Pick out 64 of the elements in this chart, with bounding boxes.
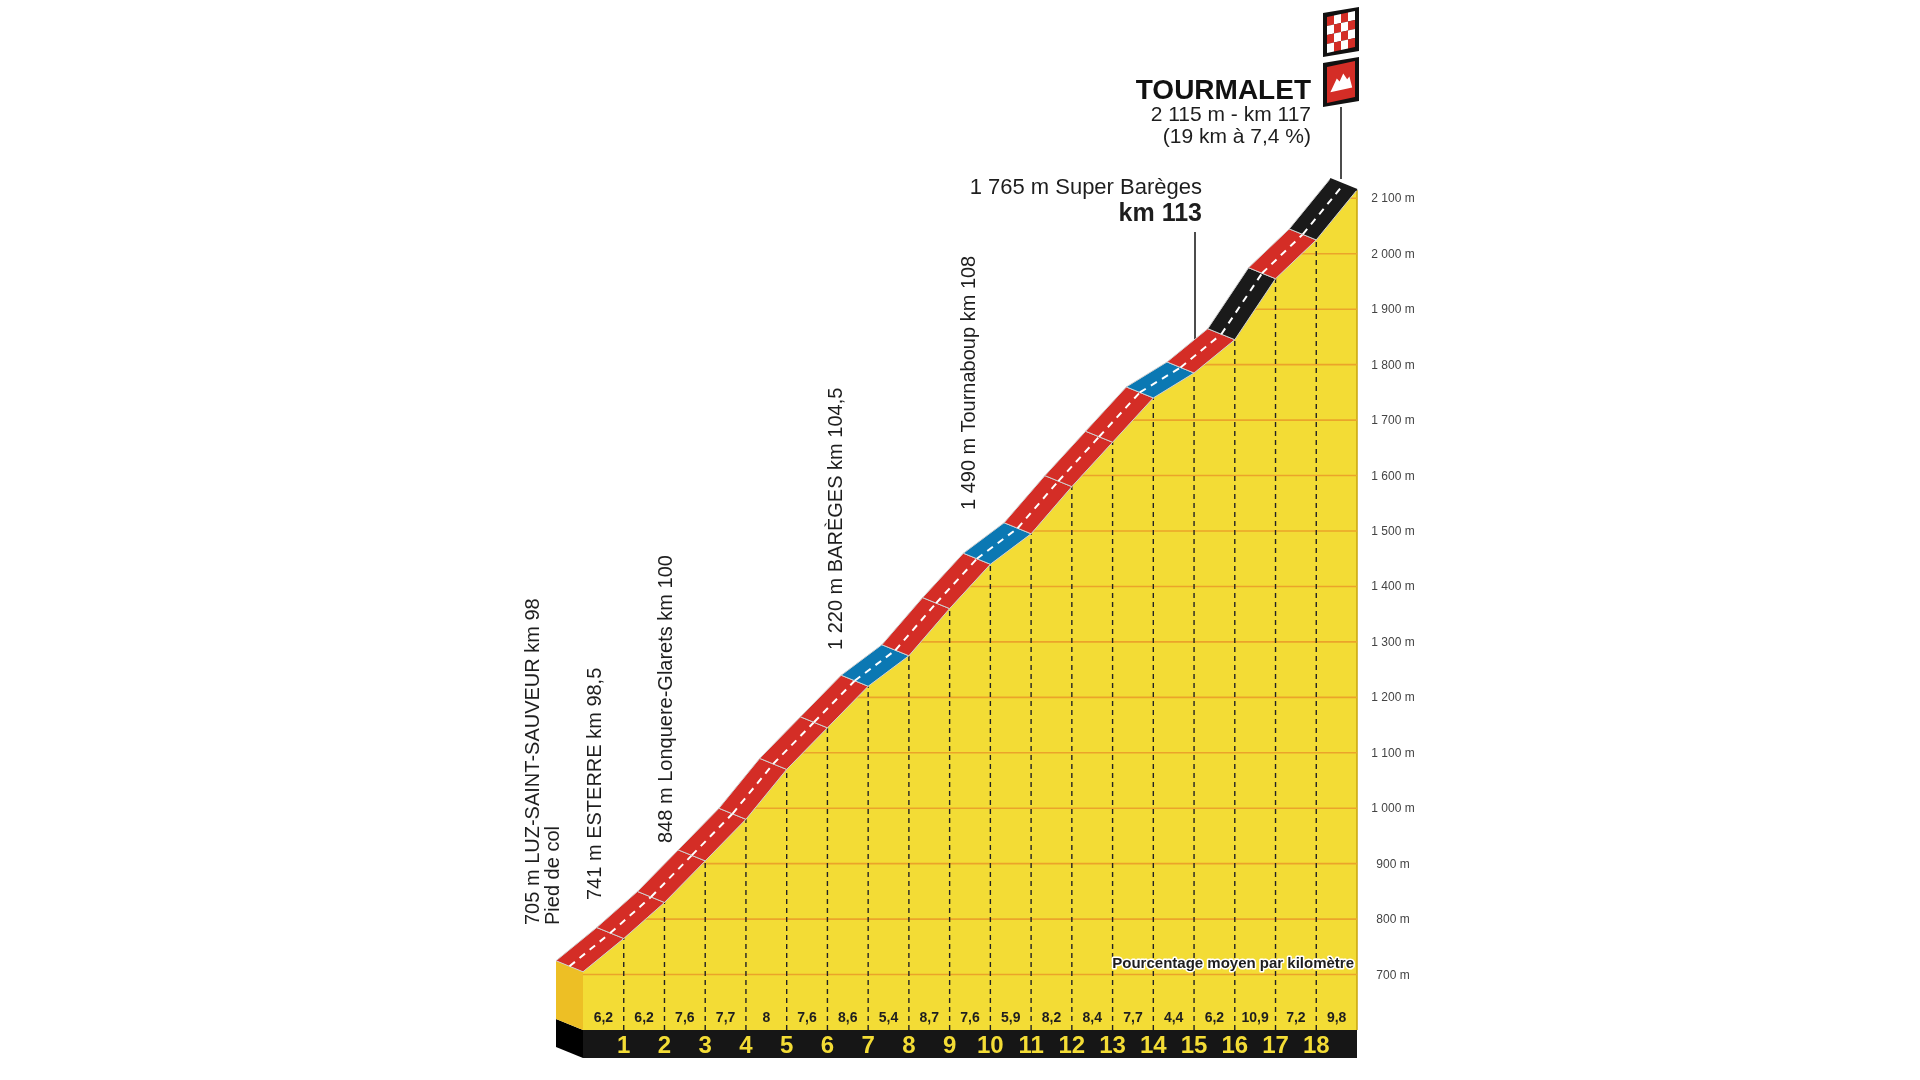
- y-tick-label: 1 300 m: [1371, 634, 1415, 649]
- x-tick-label: 4: [739, 1031, 754, 1058]
- annotation: 9,8: [1326, 1009, 1347, 1025]
- annotation: 5,4: [878, 1009, 899, 1025]
- x-tick-label: 13: [1099, 1031, 1126, 1058]
- annotation: 8,2: [1041, 1009, 1062, 1025]
- y-tick-label: 1 700 m: [1371, 413, 1415, 428]
- x-tick-label: 18: [1302, 1031, 1330, 1058]
- annotation: 7,2: [1286, 1009, 1306, 1025]
- x-tick-label: 5: [780, 1031, 794, 1058]
- annotation: 8,7: [919, 1009, 940, 1025]
- y-tick-label: 1 400 m: [1371, 579, 1415, 594]
- x-tick-label: 12: [1058, 1031, 1086, 1058]
- y-tick-label: 1 000 m: [1371, 801, 1415, 816]
- y-tick-label: 2 100 m: [1371, 191, 1415, 206]
- annotation: 7,7: [715, 1009, 736, 1025]
- x-tick-label: 3: [698, 1031, 712, 1058]
- y-tick-label: 700 m: [1376, 967, 1410, 982]
- annotation: 6,2: [593, 1009, 614, 1025]
- y-tick-label: 800 m: [1376, 912, 1410, 927]
- annotation: 8,6: [838, 1009, 858, 1025]
- text: 705 m LUZ-SAINT-SAUVEUR km 98: [521, 598, 543, 925]
- x-tick-label: 11: [1018, 1031, 1044, 1058]
- annotation: 6,2: [1204, 1009, 1225, 1025]
- x-tick-label: 14: [1139, 1031, 1168, 1058]
- annotation: 7,6: [675, 1009, 695, 1025]
- x-tick-label: 2: [657, 1031, 672, 1058]
- annotation: 741 m ESTERRE km 98,5: [583, 667, 605, 900]
- text: 2 115 m - km 117: [1150, 102, 1311, 125]
- annotation: 7,6: [960, 1009, 980, 1025]
- annotation: Pourcentage moyen par kilomètre: [1112, 954, 1355, 971]
- x-tick-label: 8: [902, 1031, 916, 1058]
- y-tick-label: 1 500 m: [1371, 523, 1415, 538]
- y-tick-label: 900 m: [1376, 856, 1410, 871]
- annotation: 7,7: [1123, 1009, 1143, 1025]
- x-tick-label: 17: [1262, 1031, 1289, 1058]
- y-tick-label: 1 100 m: [1371, 745, 1415, 760]
- y-tick-label: 2 000 m: [1371, 246, 1415, 261]
- annotation: 7,6: [797, 1009, 817, 1025]
- annotation: 4,4: [1163, 1009, 1184, 1025]
- y-tick-label: 1 800 m: [1371, 357, 1415, 372]
- annotation: 8: [762, 1009, 771, 1025]
- x-tick-label: 10: [977, 1031, 1004, 1058]
- x-tick-label: 9: [942, 1031, 957, 1058]
- text: Pied de col: [541, 826, 563, 925]
- annotation: 1 490 m Tournaboup km 108: [957, 255, 979, 510]
- annotation: 1 765 m Super Barèges: [969, 174, 1202, 199]
- annotation: km 113: [1118, 198, 1202, 226]
- annotation: 1 220 m BARÈGES km 104,5: [824, 387, 846, 650]
- x-tick-label: 7: [861, 1031, 875, 1058]
- annotation: 5,9: [1001, 1009, 1021, 1025]
- y-tick-label: 1 900 m: [1371, 302, 1415, 317]
- annotation: 10,9: [1241, 1009, 1269, 1025]
- annotation: 6,2: [634, 1009, 655, 1025]
- annotation: 8,4: [1082, 1009, 1103, 1025]
- y-tick-label: 1 600 m: [1371, 468, 1415, 483]
- y-tick-label: 1 200 m: [1371, 690, 1415, 705]
- x-tick-label: 15: [1180, 1031, 1208, 1058]
- x-tick-label: 16: [1221, 1031, 1249, 1058]
- annotation: 848 m Lonquere-Glarets km 100: [654, 555, 676, 843]
- chart-title: TOURMALET: [1135, 74, 1311, 105]
- text: (19 km à 7,4 %): [1162, 124, 1311, 147]
- x-tick-label: 6: [820, 1031, 835, 1058]
- x-tick-label: 1: [617, 1031, 631, 1058]
